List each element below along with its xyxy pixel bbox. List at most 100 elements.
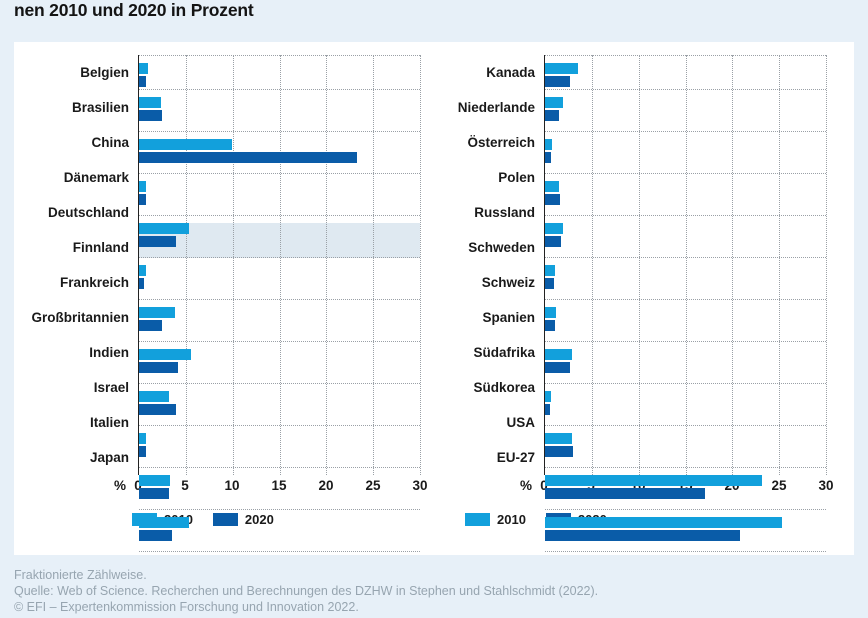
chart-row bbox=[545, 517, 826, 552]
bar-2010 bbox=[139, 307, 175, 318]
legend-item: 2010 bbox=[465, 512, 526, 527]
bar-2010 bbox=[545, 433, 573, 444]
gridline bbox=[232, 55, 234, 475]
bar-2010 bbox=[545, 97, 563, 108]
axis-tick-label: 10 bbox=[224, 478, 240, 493]
bar-2010 bbox=[139, 475, 170, 486]
axis-tick-label: 25 bbox=[365, 478, 381, 493]
footer-copyright: © EFI – Expertenkommission Forschung und… bbox=[14, 600, 359, 614]
category-label: Dänemark bbox=[63, 170, 129, 185]
category-label: China bbox=[91, 135, 129, 150]
bar-2010 bbox=[545, 139, 553, 150]
source-footer: Fraktionierte Zählweise. Quelle: Web of … bbox=[14, 567, 598, 615]
page-title: nen 2010 und 2020 in Prozent bbox=[14, 0, 254, 20]
bar-2010 bbox=[139, 265, 146, 276]
bar-2020 bbox=[545, 194, 560, 205]
bar-2020 bbox=[139, 110, 163, 121]
legend-item: 2020 bbox=[212, 512, 274, 527]
axis-tick-label: 30 bbox=[818, 478, 834, 493]
category-label: Brasilien bbox=[71, 100, 129, 115]
bar-2020 bbox=[545, 152, 551, 163]
bar-2020 bbox=[139, 320, 163, 331]
gridline bbox=[779, 55, 781, 475]
bar-2010 bbox=[545, 63, 578, 74]
axis-tick-label: 30 bbox=[412, 478, 428, 493]
bar-2010 bbox=[139, 433, 147, 444]
category-labels: Kanada Niederlande Österreich Polen Russland… bbox=[420, 55, 544, 475]
bar-2020 bbox=[545, 236, 561, 247]
bar-2010 bbox=[139, 349, 191, 360]
bar-2020 bbox=[545, 446, 574, 457]
bar-2020 bbox=[139, 488, 169, 499]
bar-2010 bbox=[545, 391, 551, 402]
bar-2020 bbox=[139, 446, 146, 457]
chart-row bbox=[139, 475, 420, 510]
bar-2010 bbox=[139, 223, 189, 234]
bar-2020 bbox=[139, 404, 176, 415]
category-label: Russland bbox=[474, 205, 535, 220]
gridline bbox=[373, 55, 375, 475]
bar-2010 bbox=[545, 349, 573, 360]
category-label: Großbritannien bbox=[31, 310, 130, 325]
bar-2010 bbox=[139, 97, 161, 108]
footer-note: Fraktionierte Zählweise. bbox=[14, 568, 147, 582]
bar-2010 bbox=[139, 63, 149, 74]
category-label: Südafrika bbox=[473, 345, 535, 360]
gridline bbox=[326, 55, 328, 475]
category-label: Kanada bbox=[486, 65, 535, 80]
category-label: Japan bbox=[89, 450, 129, 465]
plot-area bbox=[138, 55, 421, 552]
category-label: Polen bbox=[498, 170, 535, 185]
bar-2010 bbox=[139, 139, 232, 150]
bar-2020 bbox=[139, 76, 147, 87]
bar-2020 bbox=[139, 530, 172, 541]
category-label: Israel bbox=[93, 380, 129, 395]
axis-tick-label: 15 bbox=[271, 478, 287, 493]
bar-2020 bbox=[545, 362, 571, 373]
category-label: Niederlande bbox=[457, 100, 535, 115]
category-label: EU-27 bbox=[496, 450, 535, 465]
legend-label: 2010 bbox=[497, 512, 526, 527]
x-axis: % 0 5 10 15 20 25 30 bbox=[114, 478, 428, 496]
bar-2020 bbox=[545, 530, 740, 541]
bar-2020 bbox=[545, 404, 550, 415]
category-label: Belgien bbox=[80, 65, 129, 80]
footer-source: Quelle: Web of Science. Recherchen und B… bbox=[14, 584, 599, 598]
bar-2020 bbox=[139, 278, 144, 289]
chart-row bbox=[545, 475, 826, 510]
axis-tick-label: 5 bbox=[181, 478, 189, 493]
category-label: Finnland bbox=[72, 240, 129, 255]
category-label: USA bbox=[506, 415, 535, 430]
chart-right: Kanada Niederlande Österreich Polen Russland… bbox=[420, 42, 834, 555]
category-label: Schweiz bbox=[481, 275, 535, 290]
category-label: Deutschland bbox=[47, 205, 129, 220]
bar-2020 bbox=[139, 362, 179, 373]
bar-2010 bbox=[139, 181, 147, 192]
category-label: Spanien bbox=[482, 310, 535, 325]
legend-label: 2020 bbox=[244, 512, 274, 527]
gridline bbox=[638, 55, 640, 475]
bar-2010 bbox=[139, 391, 169, 402]
chart-row bbox=[139, 517, 420, 552]
category-label: Italien bbox=[89, 415, 129, 430]
category-label: Österreich bbox=[467, 135, 535, 150]
x-axis-unit-label: % bbox=[519, 478, 532, 493]
x-axis-unit-label: % bbox=[113, 478, 126, 493]
gridline bbox=[420, 55, 421, 475]
bar-2010 bbox=[545, 517, 782, 528]
axis-tick-label: 20 bbox=[318, 478, 334, 493]
bar-2020 bbox=[139, 152, 358, 163]
gridline bbox=[732, 55, 734, 475]
bar-2020 bbox=[139, 194, 146, 205]
category-label: Frankreich bbox=[59, 275, 129, 290]
legend-swatch-2010 bbox=[465, 513, 490, 526]
gridline bbox=[685, 55, 687, 475]
axis-tick-label: 0 bbox=[134, 478, 142, 493]
category-label: Schweden bbox=[468, 240, 535, 255]
bar-2010 bbox=[545, 223, 563, 234]
legend-swatch-2020 bbox=[212, 513, 238, 526]
chart-left: Belgien Brasilien China Dänemark Deutschland… bbox=[14, 42, 428, 555]
bar-2020 bbox=[545, 488, 706, 499]
bar-2020 bbox=[545, 76, 571, 87]
category-labels: Belgien Brasilien China Dänemark Deutschland… bbox=[14, 55, 138, 475]
